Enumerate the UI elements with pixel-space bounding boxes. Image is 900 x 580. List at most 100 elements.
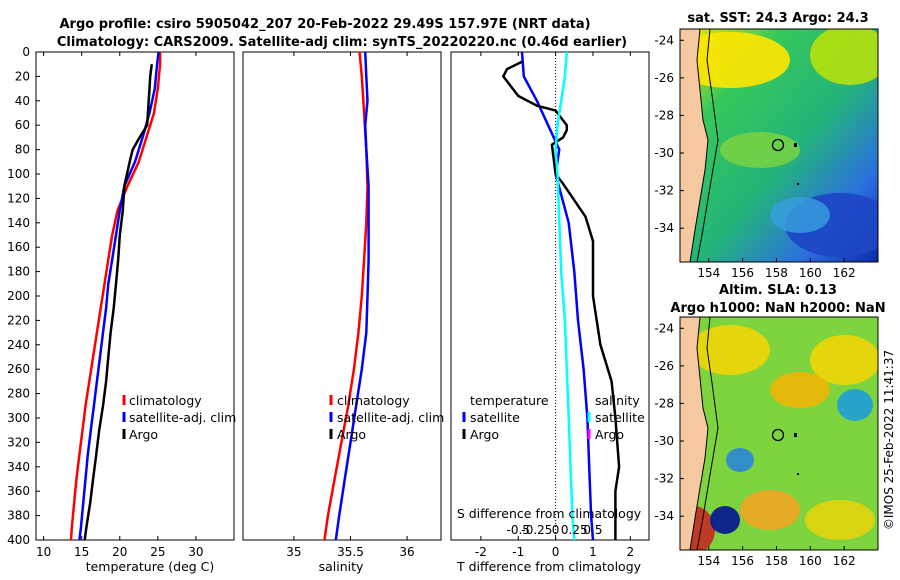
lon-tick-label: 162 bbox=[833, 554, 856, 568]
series-line-1 bbox=[502, 60, 621, 540]
sla-low-patch bbox=[837, 389, 873, 421]
land-mass bbox=[680, 317, 708, 550]
sst-map-frame bbox=[679, 28, 879, 263]
salinity-difference-tick-label: 0 bbox=[552, 523, 560, 537]
depth-tick-label: 140 bbox=[7, 216, 30, 230]
lon-tick-label: 154 bbox=[697, 266, 720, 280]
lat-tick-label: -30 bbox=[654, 146, 674, 160]
depth-tick-label: 20 bbox=[15, 69, 30, 83]
argo-position-marker bbox=[771, 428, 785, 442]
lon-tick-label: 160 bbox=[799, 266, 822, 280]
sla-high-patch bbox=[805, 500, 875, 540]
shelf-contour bbox=[696, 317, 719, 550]
depth-tick-label: 100 bbox=[7, 167, 30, 181]
legend-argo: Argo bbox=[337, 427, 366, 442]
timestamp: ©IMOS 25-Feb-2022 11:41:37 bbox=[882, 350, 896, 530]
lat-tick-label: -24 bbox=[654, 321, 674, 335]
legend-temperature-satellite: satellite bbox=[470, 410, 520, 425]
depth-tick-label: 260 bbox=[7, 362, 30, 376]
legend-climatology: climatology bbox=[129, 393, 202, 408]
series-line-0 bbox=[69, 52, 162, 541]
lat-tick-label: -26 bbox=[654, 359, 674, 373]
x-tick-label: -1 bbox=[512, 545, 524, 559]
legend-salinity-title: salinity bbox=[595, 393, 640, 408]
depth-tick-label: 380 bbox=[7, 509, 30, 523]
sst-map-ticks: 154 156 158 160 162 -24 -26 -28 -30 -32 -34 bbox=[654, 33, 855, 280]
salinity-ticks: 35 35.5 36 bbox=[286, 52, 415, 559]
depth-tick-label: 240 bbox=[7, 338, 30, 352]
temperature-panel: 0 20 40 60 80 100 120 140 160 180 200 220 240 260 280 3… bbox=[7, 45, 455, 574]
lon-tick-label: 156 bbox=[731, 554, 754, 568]
depth-tick-label: 340 bbox=[7, 460, 30, 474]
depth-tick-label: 40 bbox=[15, 94, 30, 108]
x-tick-label: 35 bbox=[286, 545, 301, 559]
sst-map: sat. SST: 24.3 Argo: 24.3 154 156 158 160 16… bbox=[654, 11, 879, 280]
depth-tick-label: 200 bbox=[7, 289, 30, 303]
depth-tick-label: 60 bbox=[15, 118, 30, 132]
sla-map-title: Altim. SLA: 0.13 bbox=[719, 283, 837, 298]
x-tick-label: 10 bbox=[36, 545, 51, 559]
sst-map-title: sat. SST: 24.3 Argo: 24.3 bbox=[687, 11, 868, 26]
lat-tick-label: -26 bbox=[654, 71, 674, 85]
sla-low-patch bbox=[726, 448, 754, 472]
depth-tick-label: 280 bbox=[7, 387, 30, 401]
lat-tick-label: -24 bbox=[654, 33, 674, 47]
lat-tick-label: -28 bbox=[654, 396, 674, 410]
lon-tick-label: 158 bbox=[765, 554, 788, 568]
temperature-axes bbox=[35, 51, 235, 541]
salinity-difference-tick-label: 0.5 bbox=[583, 523, 602, 537]
x-tick-label: -2 bbox=[475, 545, 487, 559]
series-line-2 bbox=[83, 64, 154, 541]
legend-argo: Argo bbox=[129, 427, 158, 442]
island-marker bbox=[794, 143, 797, 147]
lat-tick-label: -34 bbox=[654, 509, 674, 523]
difference-legend: temperature satellite Argo salinity sate… bbox=[462, 393, 645, 442]
figure-title-line1: Argo profile: csiro 5905042_207 20-Feb-2… bbox=[59, 17, 590, 32]
x-tick-label: 1 bbox=[589, 545, 597, 559]
difference-top-xlabel: S difference from climatology bbox=[457, 506, 642, 521]
lat-tick-label: -34 bbox=[654, 221, 674, 235]
x-tick-label: 20 bbox=[112, 545, 127, 559]
series-line-2 bbox=[554, 51, 576, 541]
depth-tick-label: 0 bbox=[22, 45, 30, 59]
lon-tick-label: 160 bbox=[799, 554, 822, 568]
sla-high-patch bbox=[770, 372, 830, 408]
legend-temperature-title: temperature bbox=[470, 393, 549, 408]
depth-tick-label: 400 bbox=[7, 533, 30, 547]
shelf-contour bbox=[696, 29, 719, 262]
salinity-difference-ticks: -0.5-0.25 0 0.250.5 bbox=[507, 523, 603, 537]
depth-tick-label: 180 bbox=[7, 265, 30, 279]
land-mass bbox=[680, 29, 708, 262]
sla-high-patch bbox=[740, 490, 800, 530]
sla-map-subtitle: Argo h1000: NaN h2000: NaN bbox=[670, 301, 885, 316]
salinity-axes bbox=[242, 51, 442, 541]
x-tick-label: 35.5 bbox=[337, 545, 364, 559]
lon-tick-label: 156 bbox=[731, 266, 754, 280]
island-marker bbox=[794, 433, 797, 437]
depth-tick-label: 320 bbox=[7, 435, 30, 449]
salinity-difference-tick-label: 0.25 bbox=[561, 523, 588, 537]
x-tick-label: 36 bbox=[399, 545, 414, 559]
x-tick-label: 30 bbox=[188, 545, 203, 559]
lat-tick-label: -30 bbox=[654, 434, 674, 448]
argo-position-marker bbox=[771, 138, 785, 152]
legend-temperature-argo: Argo bbox=[470, 427, 499, 442]
temperature-ticks: 10 15 20 25 30 bbox=[36, 52, 204, 559]
difference-ticks: -2 -1 0 1 2 bbox=[475, 52, 634, 559]
lon-tick-label: 162 bbox=[833, 266, 856, 280]
difference-axes bbox=[450, 51, 650, 541]
salinity-difference-tick-label: -0.25 bbox=[521, 523, 552, 537]
difference-panel: -2 -1 0 1 2 T difference from climatology S … bbox=[450, 51, 650, 574]
legend-salinity-argo: Argo bbox=[595, 427, 624, 442]
difference-series bbox=[502, 51, 621, 541]
lat-tick-label: -28 bbox=[654, 108, 674, 122]
x-tick-label: 25 bbox=[150, 545, 165, 559]
coastline bbox=[689, 29, 709, 262]
lon-tick-label: 154 bbox=[697, 554, 720, 568]
temperature-series bbox=[69, 51, 162, 541]
legend-climatology: climatology bbox=[337, 393, 410, 408]
coastline bbox=[689, 317, 709, 550]
sla-map-frame bbox=[679, 316, 879, 551]
temperature-xlabel: temperature (deg C) bbox=[86, 559, 215, 574]
depth-tick-label: 220 bbox=[7, 313, 30, 327]
